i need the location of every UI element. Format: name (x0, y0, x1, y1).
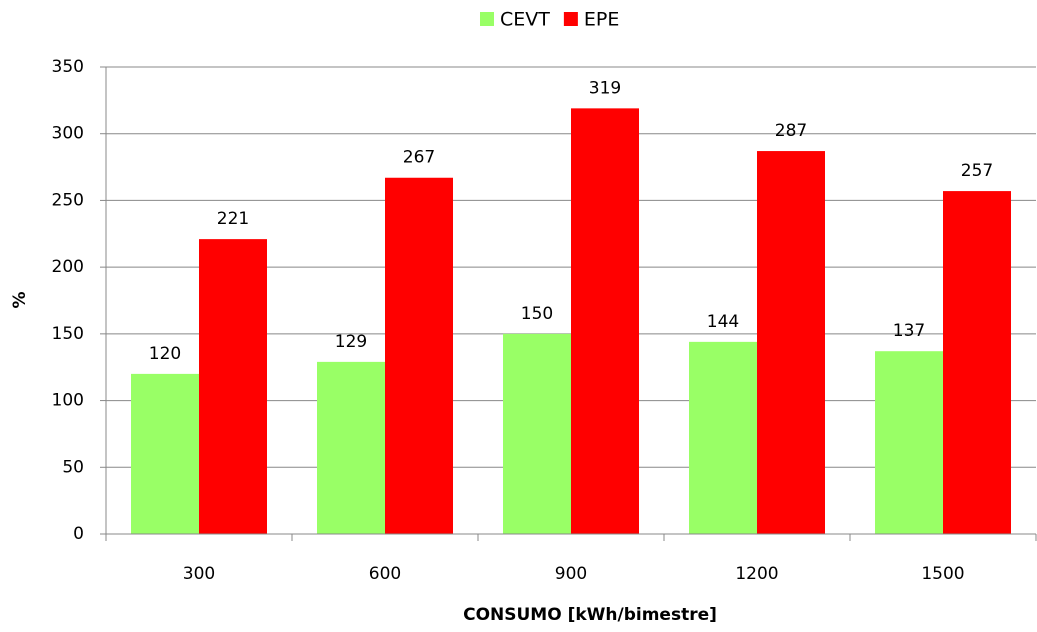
data-label: 137 (893, 321, 925, 341)
y-tick-label: 300 (52, 124, 84, 144)
legend-swatch (563, 12, 578, 26)
y-tick-label: 0 (73, 524, 84, 544)
bar (131, 373, 199, 534)
x-tick-label: 1500 (921, 564, 964, 584)
data-label: 150 (521, 304, 553, 324)
bar (317, 361, 385, 534)
data-label: 287 (775, 121, 807, 141)
bar (503, 333, 571, 534)
x-axis-label: CONSUMO [kWh/bimestre] (463, 605, 717, 625)
y-tick-label: 350 (52, 57, 84, 77)
bar (757, 151, 825, 534)
legend-swatch (480, 12, 494, 26)
y-tick-label: 150 (52, 324, 84, 344)
bar (199, 239, 267, 534)
legend-label: CEVT (500, 9, 550, 31)
y-tick-label: 100 (52, 391, 84, 411)
bar (385, 177, 453, 534)
x-tick-label: 1200 (735, 564, 778, 584)
y-axis-label: % (10, 291, 30, 308)
data-label: 129 (335, 332, 367, 352)
bar (943, 191, 1011, 535)
bar (875, 351, 943, 534)
data-label: 221 (217, 209, 249, 229)
legend-label: EPE (584, 9, 619, 31)
y-tick-label: 250 (52, 190, 84, 210)
y-tick-label: 50 (62, 457, 84, 477)
x-tick-label: 600 (369, 564, 401, 584)
data-label: 120 (149, 344, 181, 364)
x-tick-label: 900 (555, 564, 587, 584)
data-label: 144 (707, 312, 739, 332)
data-label: 267 (403, 148, 435, 168)
data-label: 257 (961, 161, 993, 181)
y-tick-label: 200 (52, 257, 84, 277)
bar (689, 341, 757, 534)
bar (571, 108, 639, 534)
x-tick-label: 300 (183, 564, 215, 584)
data-label: 319 (589, 78, 621, 98)
